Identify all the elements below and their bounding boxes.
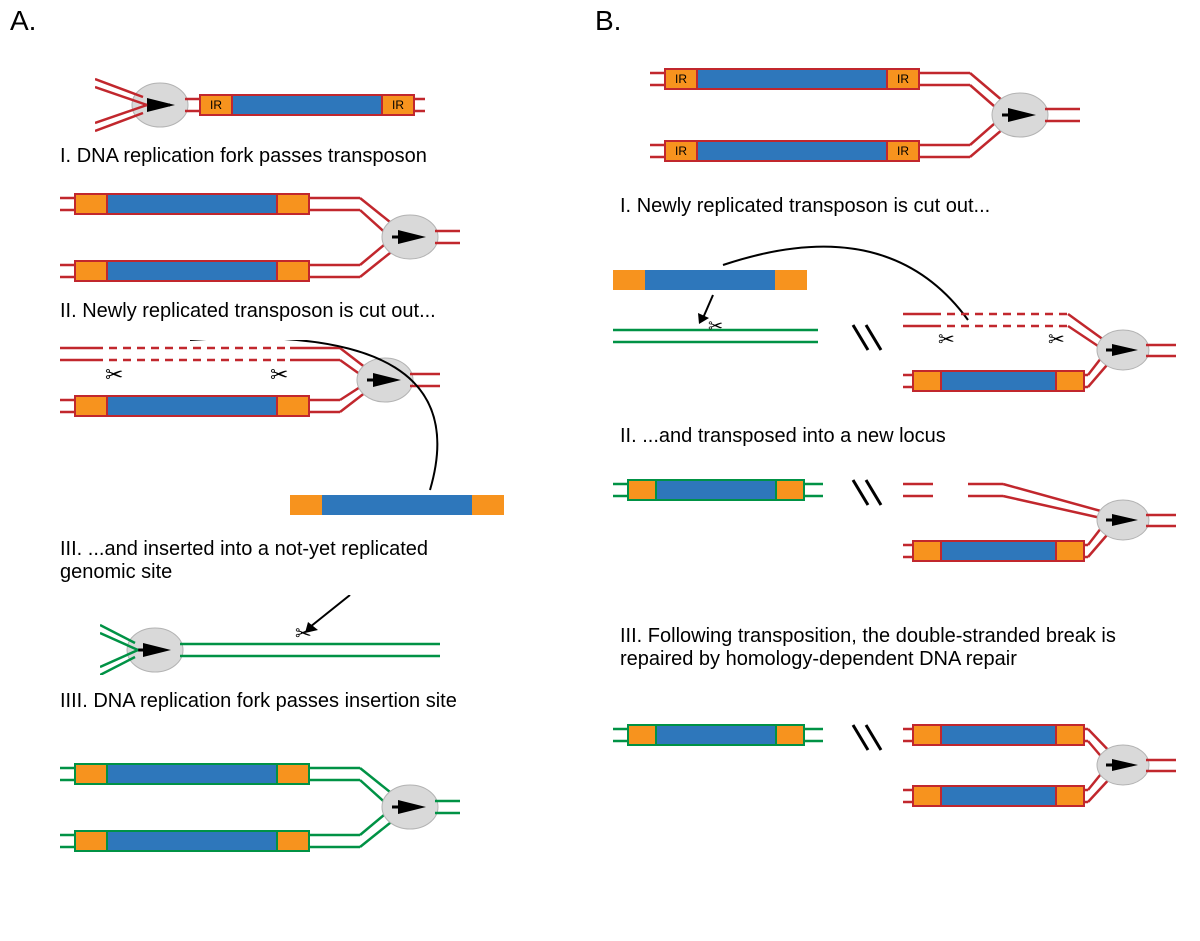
- panel-a-caption2: II. Newly replicated transposon is cut o…: [60, 300, 436, 323]
- svg-text:✂: ✂: [938, 329, 955, 351]
- svg-text:IR: IR: [392, 98, 404, 112]
- panel-a-final-diagram: [60, 760, 460, 855]
- panel-b-label: B.: [595, 5, 621, 37]
- panel-a-replicated-diagram: [60, 190, 460, 285]
- svg-text:✂: ✂: [270, 362, 288, 387]
- svg-text:✂: ✂: [1048, 329, 1065, 351]
- panel-b-transposed-diagram: [608, 470, 1178, 580]
- panel-b-caption2: II. ...and transposed into a new locus: [620, 425, 946, 448]
- panel-a-step1-diagram: IR IR: [95, 75, 435, 135]
- svg-text:✂: ✂: [295, 623, 312, 645]
- panel-a-caption4: IIII. DNA replication fork passes insert…: [60, 690, 490, 713]
- panel-b-cutout-diagram: ✂ ✂ ✂: [608, 240, 1178, 410]
- svg-text:IR: IR: [675, 144, 687, 158]
- panel-b-caption3: III. Following transposition, the double…: [620, 625, 1180, 671]
- svg-text:✂: ✂: [708, 316, 723, 336]
- panel-b-caption1: I. Newly replicated transposon is cut ou…: [620, 195, 990, 218]
- panel-a-label: A.: [10, 5, 36, 37]
- panel-a-caption3: III. ...and inserted into a not-yet repl…: [60, 538, 490, 584]
- panel-b-repaired-diagram: [608, 715, 1178, 825]
- panel-a-cutout-diagram: ✂ ✂: [60, 340, 520, 540]
- svg-text:✂: ✂: [105, 362, 123, 387]
- svg-text:IR: IR: [210, 98, 222, 112]
- svg-text:IR: IR: [897, 144, 909, 158]
- panel-a-caption1: I. DNA replication fork passes transposo…: [60, 145, 427, 168]
- panel-a-insert-diagram: ✂: [100, 595, 460, 675]
- panel-b-top-diagram: IR IR IR IR: [650, 65, 1080, 165]
- svg-text:IR: IR: [897, 72, 909, 86]
- svg-text:IR: IR: [675, 72, 687, 86]
